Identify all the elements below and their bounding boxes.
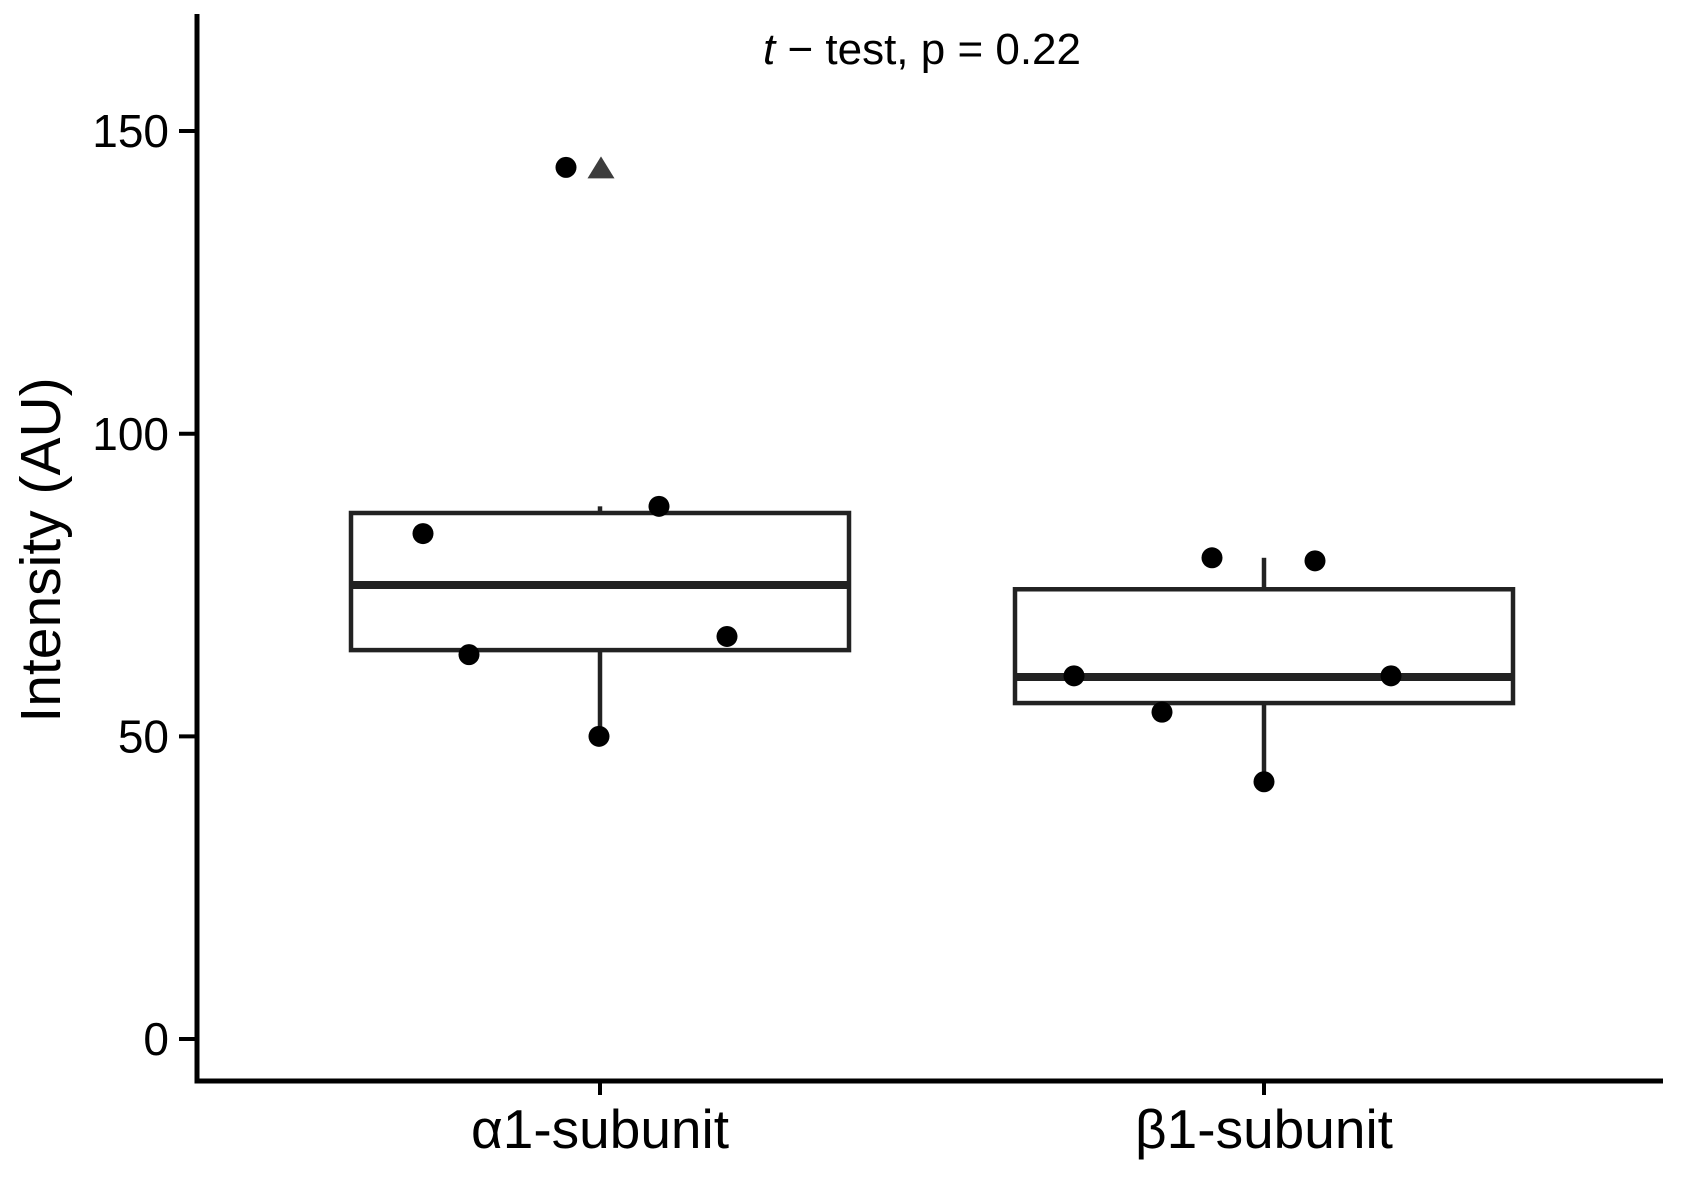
data-point (1063, 665, 1085, 687)
data-point (716, 625, 738, 647)
stat-test-annotation: t − test, p = 0.22 (763, 25, 1081, 74)
y-tick-label: 150 (92, 105, 169, 157)
outlier-triangle-marker (587, 156, 615, 179)
data-point (555, 156, 577, 178)
data-point (1201, 547, 1223, 569)
stat-test-letter: t (763, 25, 777, 74)
data-point (1253, 771, 1275, 793)
boxplot-group (1012, 547, 1516, 793)
data-point (458, 644, 480, 666)
x-axis-category-label: α1-subunit (471, 1098, 729, 1160)
stat-test-text: − test, p = 0.22 (775, 25, 1081, 74)
data-point (1151, 701, 1173, 723)
y-tick-label: 50 (118, 710, 169, 762)
y-tick-label: 0 (143, 1013, 169, 1065)
data-point (588, 725, 610, 747)
boxplot-group (348, 156, 852, 747)
data-point (1380, 665, 1402, 687)
data-point (1304, 550, 1326, 572)
data-point (412, 523, 434, 545)
y-axis-title: Intensity (AU) (9, 377, 73, 722)
y-tick-label: 100 (92, 408, 169, 460)
data-point (648, 495, 670, 517)
iqr-box (1012, 587, 1516, 706)
x-axis-category-label: β1-subunit (1135, 1098, 1393, 1160)
